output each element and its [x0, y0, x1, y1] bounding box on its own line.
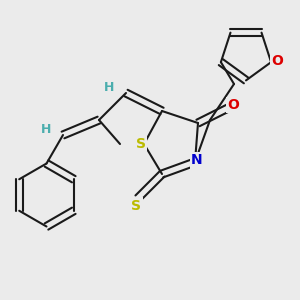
Text: H: H — [41, 123, 52, 136]
Text: S: S — [136, 137, 146, 151]
Text: O: O — [227, 98, 239, 112]
Text: N: N — [191, 154, 202, 167]
Text: S: S — [131, 199, 142, 212]
Text: H: H — [104, 81, 115, 94]
Text: O: O — [271, 54, 283, 68]
